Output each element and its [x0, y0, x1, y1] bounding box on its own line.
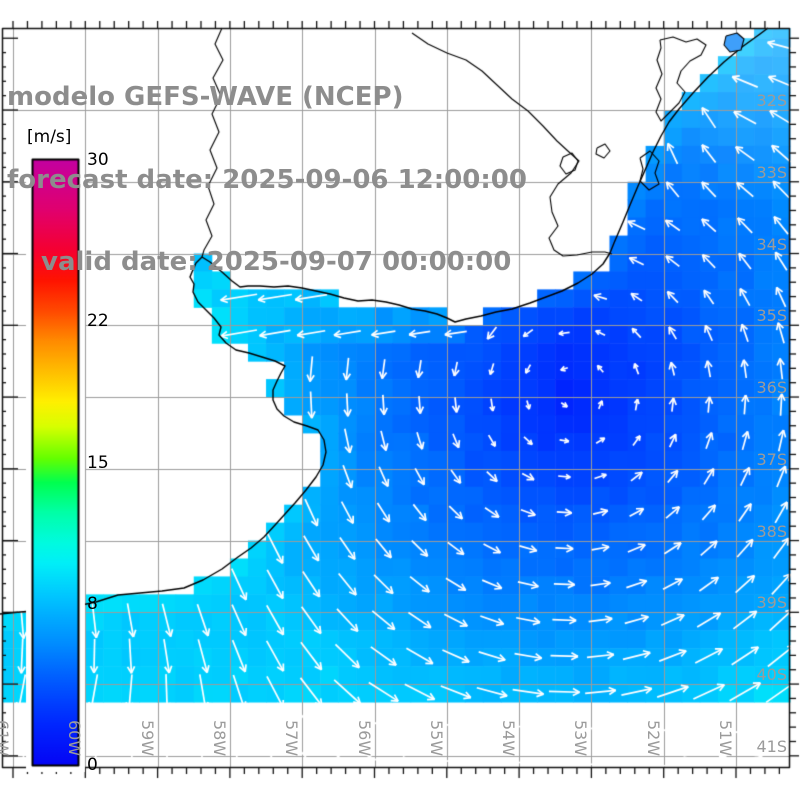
lon-label-53W: 53W [571, 720, 591, 757]
lat-label-38S: 38S [756, 521, 787, 541]
lat-label-33S: 33S [756, 162, 787, 182]
colorbar-tick-0: 0 [87, 755, 98, 775]
lat-label-36S: 36S [756, 378, 787, 398]
lon-label-61W: 61W [0, 720, 12, 757]
lon-label-58W: 58W [209, 720, 229, 757]
colorbar-tick-22: 22 [87, 311, 109, 332]
colorbar-tick-15: 15 [87, 452, 109, 473]
colorbar-tick-30: 30 [87, 150, 109, 170]
model-title: modelo GEFS-WAVE (NCEP) [7, 82, 404, 112]
colorbar-tick-8: 8 [87, 593, 98, 614]
lon-label-55W: 55W [426, 720, 446, 757]
lon-label-51W: 51W [716, 720, 735, 757]
lon-label-60W: 60W [65, 720, 85, 757]
map-title-block: modelo GEFS-WAVE (NCEP) forecast date: 2… [7, 29, 527, 332]
lat-label-32S: 32S [756, 91, 787, 110]
lat-label-41S: 41S [756, 736, 787, 756]
lat-label-39S: 39S [756, 593, 787, 613]
lon-label-59W: 59W [137, 720, 157, 757]
lon-label-56W: 56W [354, 720, 374, 757]
lon-label-57W: 57W [282, 720, 302, 757]
lat-label-35S: 35S [756, 306, 787, 326]
forecast-date-line: forecast date: 2025-09-06 12:00:00 [7, 164, 527, 195]
lat-label-37S: 37S [756, 449, 787, 469]
lon-label-54W: 54W [499, 720, 519, 757]
lat-label-40S: 40S [756, 665, 787, 685]
lon-label-52W: 52W [643, 720, 663, 757]
valid-date-line: valid date: 2025-09-07 00:00:00 [41, 247, 512, 277]
colorbar-unit-label: [m/s] [27, 127, 72, 147]
lat-label-34S: 34S [756, 234, 787, 254]
